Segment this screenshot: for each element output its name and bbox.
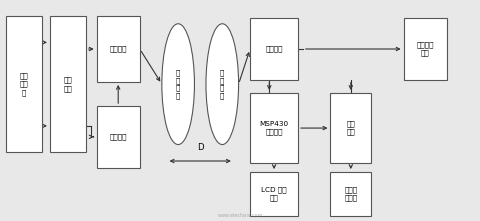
Ellipse shape — [205, 24, 238, 145]
Bar — [250, 172, 298, 216]
Text: 耦
合
线
圈: 耦 合 线 圈 — [220, 69, 224, 99]
Bar — [330, 172, 371, 216]
Text: 恒流
充电: 恒流 充电 — [346, 121, 354, 135]
Text: 充电方式
选择: 充电方式 选择 — [416, 42, 433, 56]
Bar — [96, 16, 140, 82]
Bar — [330, 93, 371, 163]
Text: 频率振荡: 频率振荡 — [109, 133, 127, 140]
Text: www.elecfans.com: www.elecfans.com — [217, 213, 263, 218]
Text: 电源
管理: 电源 管理 — [63, 77, 72, 91]
Text: MSP430
控制系统: MSP430 控制系统 — [259, 121, 288, 135]
Text: LCD 充电
显示: LCD 充电 显示 — [261, 187, 286, 201]
Text: 电流表
电流表: 电流表 电流表 — [344, 187, 357, 201]
Text: 整流稳压: 整流稳压 — [265, 46, 282, 52]
Text: 耦
合
线
圈: 耦 合 线 圈 — [176, 69, 180, 99]
Bar — [250, 18, 298, 80]
Text: 交直
流供
电: 交直 流供 电 — [19, 73, 28, 95]
Bar — [6, 16, 42, 152]
Bar — [250, 93, 298, 163]
Text: 功率放大: 功率放大 — [109, 46, 127, 52]
Bar — [96, 106, 140, 168]
Bar — [50, 16, 85, 152]
Ellipse shape — [161, 24, 194, 145]
Text: D: D — [196, 143, 203, 152]
Bar — [403, 18, 446, 80]
